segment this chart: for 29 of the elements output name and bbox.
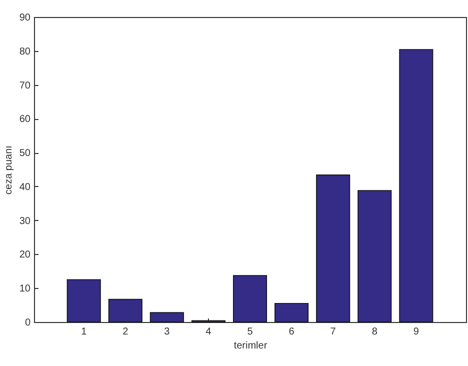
bar (358, 190, 392, 322)
y-axis-title: ceza puanı (3, 146, 14, 194)
x-tick-label: 1 (81, 326, 88, 338)
x-tick-label: 5 (247, 326, 254, 338)
y-tick-label: 60 (19, 114, 31, 126)
y-tick-label: 90 (19, 12, 31, 24)
x-tick-label: 6 (288, 326, 295, 338)
x-tick-label: 8 (372, 326, 378, 338)
x-axis-title: terimler (234, 340, 268, 352)
y-tick-label: 50 (19, 148, 31, 160)
y-tick-label: 0 (24, 318, 31, 328)
x-tick-label: 9 (413, 326, 420, 338)
y-tick-label: 10 (19, 284, 31, 295)
bar (316, 174, 350, 322)
bar (232, 275, 268, 322)
y-tick-label: 80 (19, 46, 31, 58)
y-tick-label: 20 (19, 250, 31, 261)
y-tick-label: 70 (19, 80, 31, 92)
x-tick-label: 2 (122, 326, 129, 338)
bar (274, 302, 309, 322)
x-tick-label: 7 (330, 326, 336, 338)
bar (150, 312, 184, 322)
x-tick-label: 3 (164, 326, 170, 338)
bar (108, 298, 142, 322)
y-tick-label: 30 (19, 216, 31, 227)
x-tick-label: 4 (206, 326, 212, 338)
bar (399, 49, 434, 322)
bar (66, 279, 101, 322)
y-tick-label: 40 (19, 182, 31, 193)
